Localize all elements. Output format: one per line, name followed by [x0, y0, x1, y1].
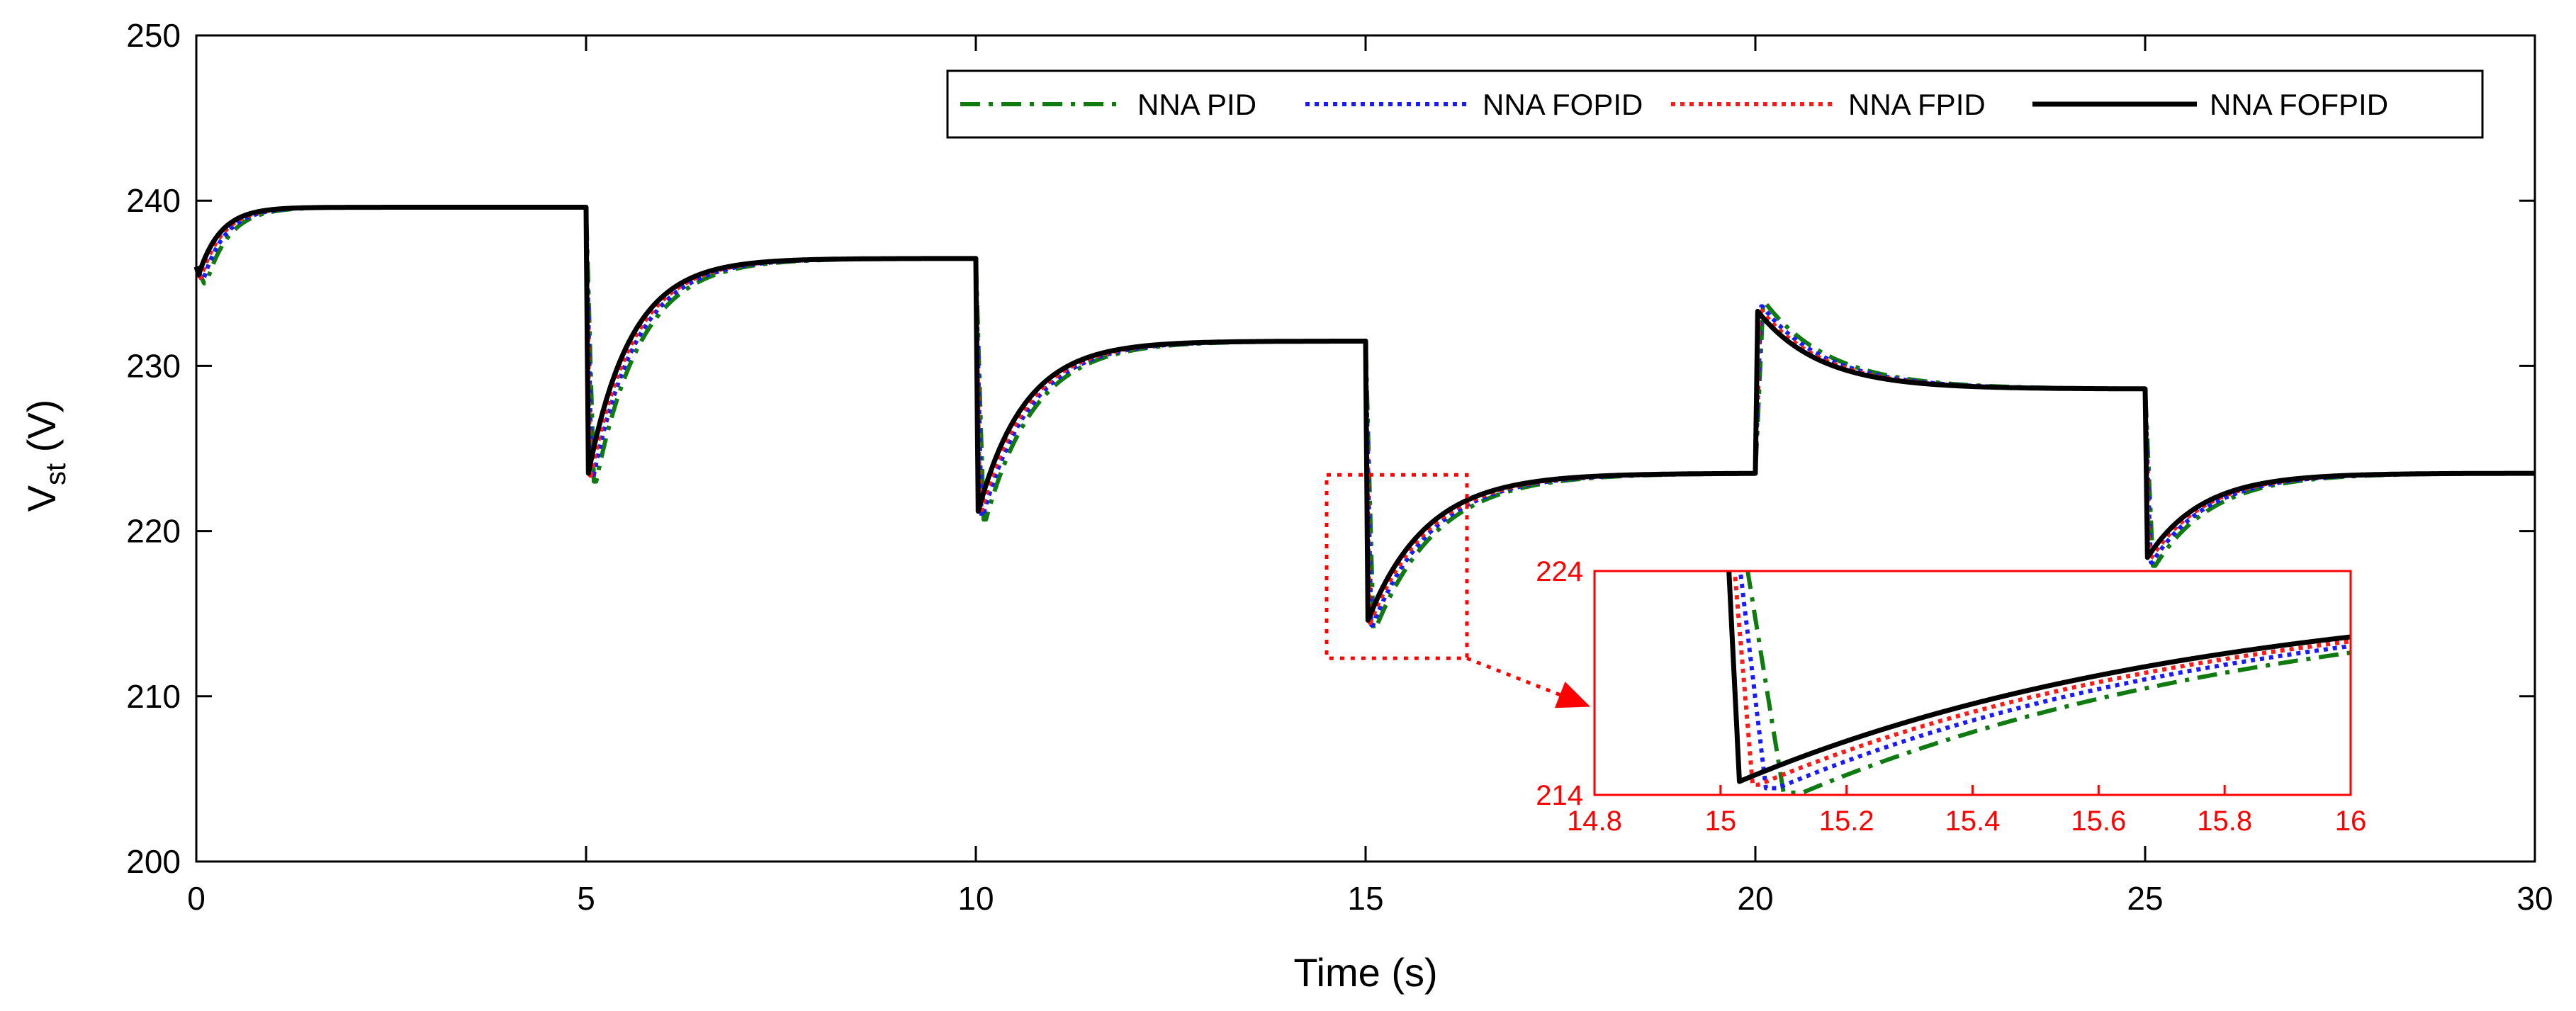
- x-tick-label: 0: [187, 880, 206, 917]
- legend-label-3: NNA FOFPID: [2210, 88, 2388, 121]
- x-tick-label: 10: [957, 880, 994, 917]
- x-tick-label: 15: [1347, 880, 1383, 917]
- inset-y-tick-label: 214: [1536, 780, 1583, 811]
- legend-label-1: NNA FOPID: [1483, 88, 1643, 121]
- inset-series-line-3: [1726, 571, 2351, 784]
- legend-label-2: NNA FPID: [1848, 88, 1986, 121]
- inset-zoom-plot: 14.8 15 15.2 15.4 15.6 15.8 16 214 224: [1536, 556, 2366, 837]
- zoom-arrow-head: [1554, 682, 1590, 708]
- zoom-region-box: [1324, 473, 1469, 660]
- y-tick-label: 210: [126, 678, 181, 715]
- y-tick-label: 200: [126, 843, 181, 880]
- inset-x-tick-label: 15.2: [1819, 806, 1874, 837]
- inset-series-line-1: [1738, 571, 2351, 791]
- main-series-group: [193, 205, 2537, 631]
- x-tick-label: 20: [1737, 880, 1773, 917]
- inset-background: [1594, 571, 2351, 795]
- y-axis-label-subscript: st: [40, 463, 72, 485]
- y-tick-label: 250: [126, 17, 181, 54]
- main-axis-ticks: 0 5 10 15 20 25 30 200 210 220 230 240 250: [126, 17, 2553, 917]
- x-tick-label: 30: [2516, 880, 2553, 917]
- inset-series-line-0: [1745, 571, 2351, 795]
- y-tick-label: 230: [126, 347, 181, 384]
- inset-series-group: [1726, 571, 2351, 795]
- y-axis-label-unit: (V): [19, 400, 64, 463]
- inset-x-tick-label: 15: [1705, 806, 1737, 837]
- x-axis-label: Time (s): [1293, 950, 1437, 995]
- y-axis-label: Vst (V): [19, 400, 72, 512]
- inset-x-tick-label: 15.6: [2071, 806, 2126, 837]
- inset-x-tick-label: 14.8: [1567, 806, 1622, 837]
- x-tick-label: 5: [577, 880, 595, 917]
- y-axis-label-main: V: [19, 485, 64, 512]
- x-tick-label: 25: [2127, 880, 2163, 917]
- legend-label-0: NNA PID: [1137, 88, 1256, 121]
- series-line-3: [193, 205, 2537, 623]
- y-tick-label: 240: [126, 182, 181, 219]
- legend-box: [946, 69, 2484, 139]
- legend: NNA PID NNA FOPID NNA FPID NNA FOFPID: [946, 69, 2484, 139]
- inset-x-tick-label: 15.8: [2197, 806, 2252, 837]
- inset-x-tick-label: 15.4: [1945, 806, 2001, 837]
- zoom-arrow-line: [1466, 656, 1561, 697]
- inset-axis-ticks: 14.8 15 15.2 15.4 15.6 15.8 16 214 224: [1536, 556, 2366, 837]
- inset-x-tick-label: 16: [2335, 806, 2367, 837]
- y-tick-label: 220: [126, 513, 181, 550]
- inset-y-tick-label: 224: [1536, 556, 1583, 587]
